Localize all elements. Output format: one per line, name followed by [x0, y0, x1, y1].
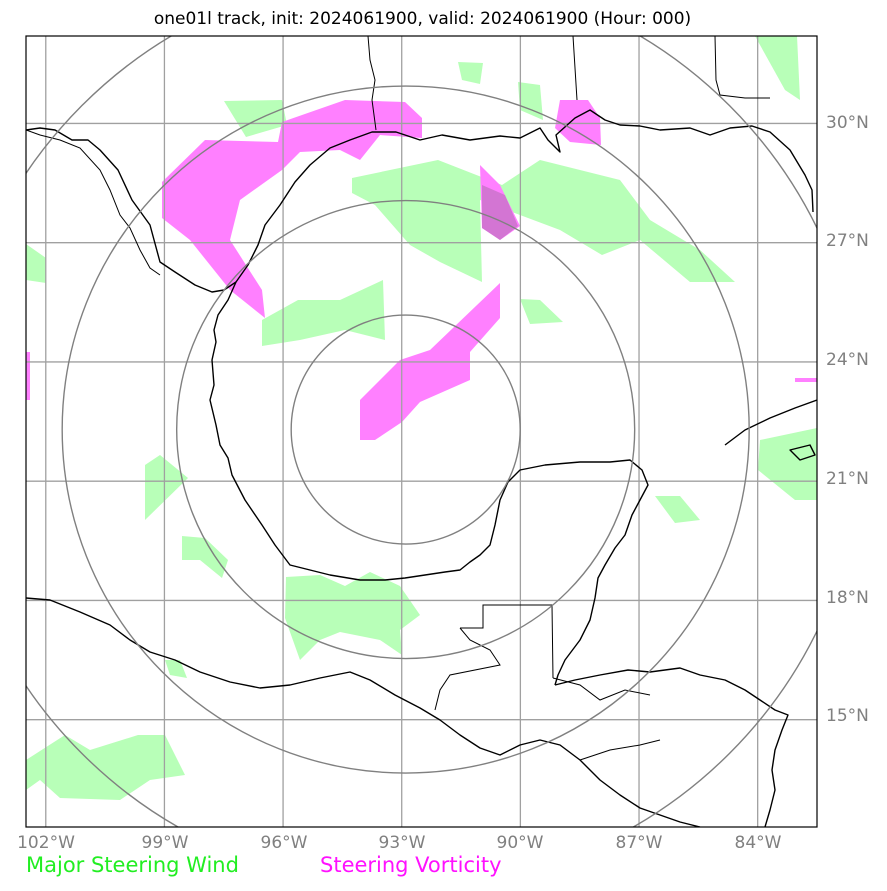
wind-region-louisiana [518, 82, 543, 120]
lon-label-96w: 96°W [260, 833, 308, 853]
wind-region-florida [755, 36, 800, 100]
wind-region-north-gulf [224, 100, 287, 137]
range-ring-1 [290, 314, 521, 545]
wind-region-eastern-gulf [520, 299, 563, 324]
lon-label-90w: 90°W [496, 833, 544, 853]
vorticity-region-west-edge [26, 352, 30, 400]
wind-region-west-edge [26, 244, 46, 283]
lat-label-21n: 21°N [826, 469, 869, 489]
map-title: one01l track, init: 2024061900, valid: 2… [153, 9, 692, 29]
map-frame [25, 35, 818, 828]
border-honduras [552, 677, 651, 701]
lon-label-102w: 102°W [17, 833, 75, 853]
wind-region-cuba [758, 428, 817, 500]
wind-region-central-gulf [352, 160, 735, 282]
wind-region-ms-delta [458, 62, 483, 84]
legend-steering-vorticity: Steering Vorticity [320, 853, 502, 877]
border-states-3 [714, 36, 770, 99]
lon-label-93w: 93°W [378, 833, 426, 853]
legend-steering-wind: Major Steering Wind [26, 853, 239, 877]
coastline-central-america-caribbean [554, 667, 789, 827]
vorticity-region-louisiana [555, 100, 601, 145]
lat-label-30n: 30°N [826, 113, 869, 133]
coastlines [26, 109, 817, 827]
overlap-region [482, 185, 518, 240]
border-us-states [367, 36, 377, 131]
lat-label-18n: 18°N [826, 588, 869, 608]
border-guatemala-mexico [434, 627, 501, 711]
coastline-mexico-gulf [209, 281, 649, 686]
coastline-cuba [724, 399, 817, 446]
wind-region-mexico-west [145, 455, 188, 520]
lat-label-24n: 24°N [826, 350, 869, 370]
border-us-mexico [26, 129, 161, 276]
borders [26, 36, 770, 761]
wind-region-mexico-coast [182, 536, 228, 578]
lon-label-87w: 87°W [615, 833, 663, 853]
border-states-2 [572, 36, 578, 101]
coastline-pacific [26, 597, 701, 827]
lon-label-99w: 99°W [141, 833, 189, 853]
wind-region-pacific-small [165, 660, 187, 678]
range-ring-2 [175, 199, 636, 660]
range-rings [26, 36, 817, 827]
range-ring-3 [61, 85, 750, 774]
steering-wind-regions [26, 36, 817, 800]
vorticity-region-cuba [795, 378, 817, 382]
wind-region-bay-of-campeche [285, 572, 420, 660]
border-guatemala [460, 604, 554, 679]
wind-region-yucatan-channel [655, 496, 700, 523]
wind-region-pacific [26, 735, 185, 800]
coastline-us-gulf [26, 109, 814, 293]
lat-label-15n: 15°N [826, 706, 869, 726]
coastline-isle-of-youth [789, 444, 816, 461]
lat-label-27n: 27°N [826, 231, 869, 251]
border-nicaragua [579, 739, 661, 761]
wind-region-gulf-center [262, 280, 385, 346]
vorticity-region-texas [162, 100, 422, 318]
lon-label-84w: 84°W [734, 833, 782, 853]
graticule [26, 36, 817, 827]
